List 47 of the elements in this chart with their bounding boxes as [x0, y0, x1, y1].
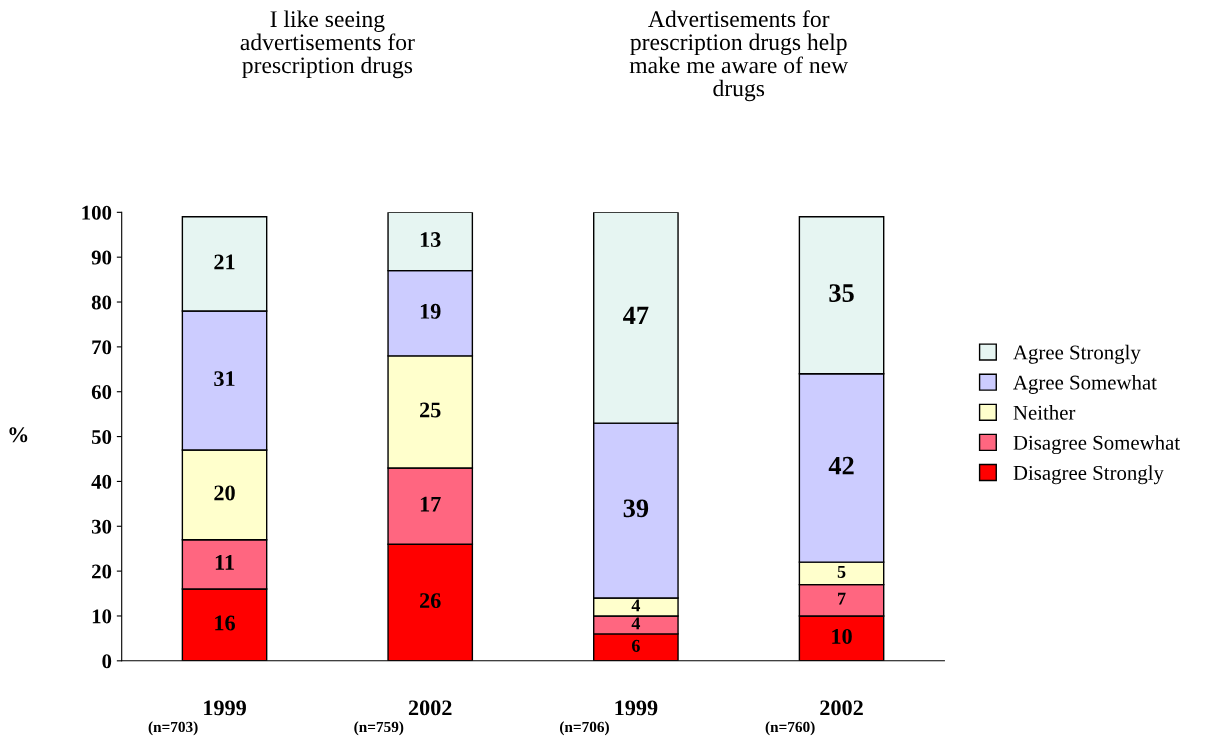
data-label: 31: [214, 371, 235, 387]
text: (n=703): [148, 721, 198, 736]
text: I like seeing advertisements for prescription drugs: [240, 10, 415, 79]
legend-label: Agree Strongly: [1013, 344, 1141, 364]
data-label: 25: [420, 402, 441, 418]
y-tick-label: 0: [102, 654, 112, 669]
y-tick-label: 20: [92, 564, 112, 579]
legend-label: Disagree Strongly: [1013, 465, 1164, 485]
data-label: 13: [420, 232, 441, 248]
y-tick-label: 30: [91, 519, 112, 534]
data-label: 10: [832, 628, 852, 644]
x-tick-label: 1999: [615, 700, 658, 716]
data-label: 11: [215, 555, 234, 570]
text: (n=759): [354, 721, 404, 736]
data-label: 5: [837, 565, 846, 578]
data-label: 42: [828, 456, 854, 475]
y-tick-label: 70: [92, 340, 112, 355]
y-tick-label: 10: [92, 609, 112, 624]
text: (n=706): [559, 721, 609, 736]
text: Advertisements for prescription drugs help make me aware of new drugs: [629, 10, 849, 102]
y-tick-label: 60: [91, 385, 112, 400]
data-label: 17: [420, 496, 441, 512]
y-tick-label: 50: [91, 429, 112, 444]
x-tick-label: 1999: [204, 700, 246, 716]
data-label: 19: [420, 303, 441, 319]
data-label: 4: [631, 599, 641, 612]
data-label: 6: [631, 639, 640, 652]
x-tick-label: 2002: [408, 700, 452, 716]
data-label: 26: [420, 593, 441, 609]
data-label: 20: [214, 485, 235, 501]
legend-label: Disagree Somewhat: [1013, 435, 1180, 455]
y-axis-title: %: [9, 427, 28, 443]
legend-label: Neither: [1013, 405, 1076, 420]
data-label: 47: [623, 306, 649, 325]
text: (n=760): [765, 721, 815, 736]
y-tick-label: 40: [91, 474, 112, 489]
data-label: 35: [829, 284, 854, 302]
y-tick-label: 100: [82, 205, 112, 220]
y-tick-label: 90: [91, 250, 112, 265]
data-label: 39: [623, 499, 649, 518]
legend-label: Agree Somewhat: [1013, 374, 1157, 394]
y-tick-label: 80: [91, 295, 112, 310]
x-tick-label: 2002: [820, 700, 863, 716]
data-label: 16: [215, 615, 235, 631]
data-label: 4: [631, 617, 641, 630]
data-label: 7: [838, 592, 846, 605]
data-label: 21: [214, 254, 235, 270]
